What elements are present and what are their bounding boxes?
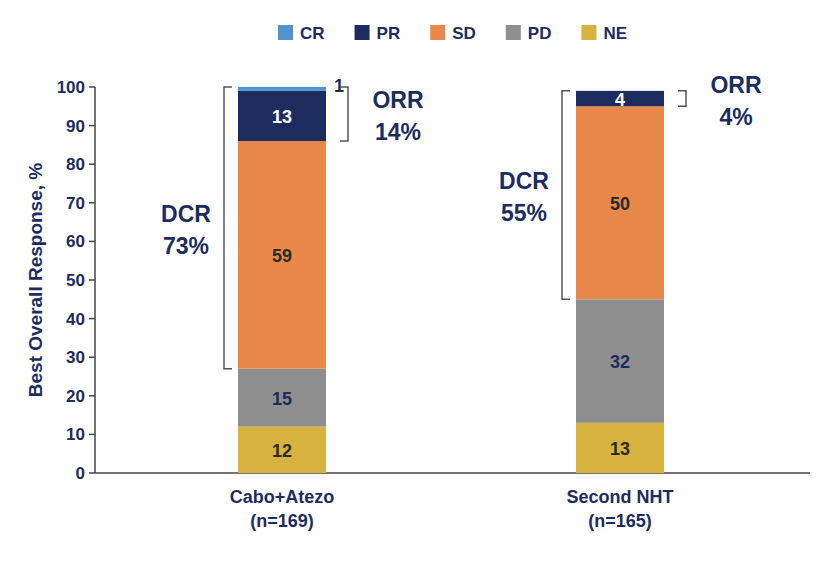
- data-label: 13: [610, 439, 630, 459]
- bar-segment: [576, 423, 664, 473]
- category-label: Cabo+Atezo(n=169): [230, 487, 335, 531]
- data-labels: 12 15 59 13 1 13 32 50 4: [272, 76, 630, 461]
- bracket: [224, 87, 232, 369]
- y-tick: [89, 434, 95, 436]
- bar-segment: [576, 299, 664, 423]
- y-tick: [89, 395, 95, 397]
- annotation: ORR 4%: [710, 72, 762, 130]
- bar-segment: [238, 369, 326, 427]
- y-tick-label: 50: [66, 271, 85, 290]
- annotation: ORR 14%: [372, 87, 424, 145]
- y-tick-label: 20: [66, 387, 85, 406]
- chart: 0 10 20 30 40 50 60 70 80 90 100 Best Overall Respo…: [0, 0, 820, 580]
- y-tick-label: 10: [66, 425, 85, 444]
- bar-segment: [238, 427, 326, 473]
- legend-label: CR: [300, 24, 325, 43]
- annotation-line: 14%: [375, 119, 421, 145]
- bar-segment: [576, 106, 664, 299]
- data-label: 15: [272, 389, 292, 409]
- annotation-line: 73%: [163, 233, 209, 259]
- legend-label: PD: [528, 24, 552, 43]
- y-tick: [89, 356, 95, 358]
- annotation-line: DCR: [499, 168, 549, 194]
- y-tick-label: 90: [66, 117, 85, 136]
- legend-label: SD: [452, 24, 476, 43]
- data-label: 1: [334, 76, 344, 96]
- y-tick: [89, 202, 95, 204]
- bar-segment: [238, 87, 326, 91]
- y-axis-label: Best Overall Response, %: [25, 163, 46, 398]
- annotations: ORR 14% DCR 73% ORR 4% DCR 55%: [161, 72, 762, 369]
- bracket: [678, 91, 686, 106]
- y-tick-label: 40: [66, 310, 85, 329]
- data-label: 12: [272, 441, 292, 461]
- annotation-line: 4%: [719, 104, 752, 130]
- y-tick: [89, 125, 95, 127]
- annotation-line: 55%: [501, 200, 547, 226]
- y-tick: [89, 472, 95, 474]
- y-tick-label: 100: [57, 78, 85, 97]
- y-tick: [89, 241, 95, 243]
- legend: CR PR SD PD NE: [278, 24, 627, 43]
- legend-swatch: [506, 25, 521, 40]
- y-tick-label: 80: [66, 155, 85, 174]
- legend-swatch: [430, 25, 445, 40]
- legend-label: NE: [603, 24, 627, 43]
- legend-label: PR: [377, 24, 401, 43]
- bracket: [340, 87, 348, 141]
- y-tick-label: 30: [66, 348, 85, 367]
- legend-swatch: [581, 25, 596, 40]
- category-label: Second NHT(n=165): [566, 487, 673, 531]
- bracket: [562, 91, 570, 299]
- data-label: 4: [615, 90, 625, 110]
- x-axis: [95, 472, 810, 474]
- data-label: 50: [610, 194, 630, 214]
- annotation: DCR 55%: [499, 168, 549, 226]
- annotation: DCR 73%: [161, 201, 211, 259]
- annotation-line: DCR: [161, 201, 211, 227]
- bars: [238, 87, 664, 473]
- y-tick: [89, 163, 95, 165]
- annotation-line: ORR: [710, 72, 762, 98]
- bar-segment: [238, 91, 326, 141]
- data-label: 32: [610, 352, 630, 372]
- annotation-line: ORR: [372, 87, 424, 113]
- y-tick: [89, 318, 95, 320]
- data-label: 13: [272, 107, 292, 127]
- y-tick-label: 70: [66, 194, 85, 213]
- y-tick: [89, 279, 95, 281]
- y-tick: [89, 86, 95, 88]
- y-tick-label: 0: [76, 464, 85, 483]
- data-label: 59: [272, 246, 292, 266]
- y-tick-label: 60: [66, 232, 85, 251]
- legend-swatch: [278, 25, 293, 40]
- legend-swatch: [355, 25, 370, 40]
- bar-segment: [238, 141, 326, 369]
